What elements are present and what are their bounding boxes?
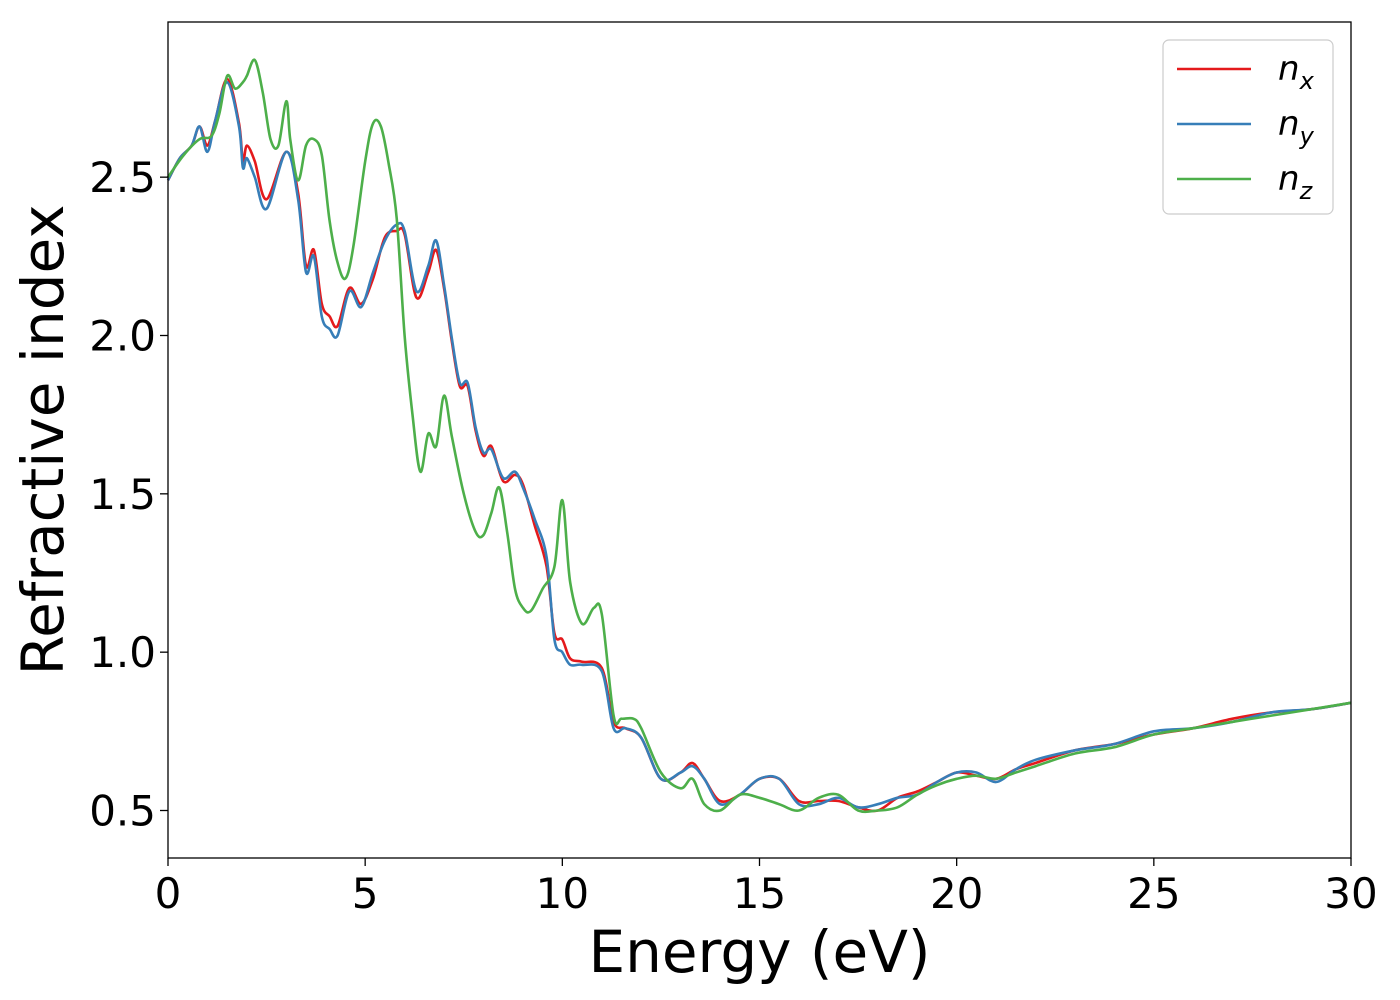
x-tick-label: 0 [155,869,182,918]
x-tick-label: 30 [1324,869,1377,918]
y-tick-label: 2.5 [89,153,156,202]
x-tick-label: 20 [930,869,983,918]
x-tick-label: 25 [1127,869,1180,918]
legend-box [1162,39,1334,215]
series-line-ny [166,80,1352,809]
y-axis-ticks: 0.5 1.0 1.5 2.0 2.5 [89,153,168,836]
x-tick-label: 15 [733,869,786,918]
y-tick-label: 1.0 [89,628,156,677]
x-axis-ticks: 0 5 10 15 20 25 30 [155,858,1378,918]
legend-label-nx: nx [1278,49,1315,95]
series-line-nz [166,58,1352,814]
x-tick-label: 10 [536,869,589,918]
legend-label-ny: ny [1278,104,1315,150]
y-axis-label: Refractive index [9,204,77,675]
y-tick-label: 2.0 [89,312,156,361]
legend-label-nz: nz [1278,159,1314,205]
legend-items: nx ny nz [1177,49,1315,205]
x-axis-label: Energy (eV) [588,918,930,986]
legend: nx ny nz [1162,39,1334,215]
series-layer [166,58,1352,814]
y-tick-label: 0.5 [89,787,156,836]
y-tick-label: 1.5 [89,470,156,519]
x-tick-label: 5 [352,869,379,918]
